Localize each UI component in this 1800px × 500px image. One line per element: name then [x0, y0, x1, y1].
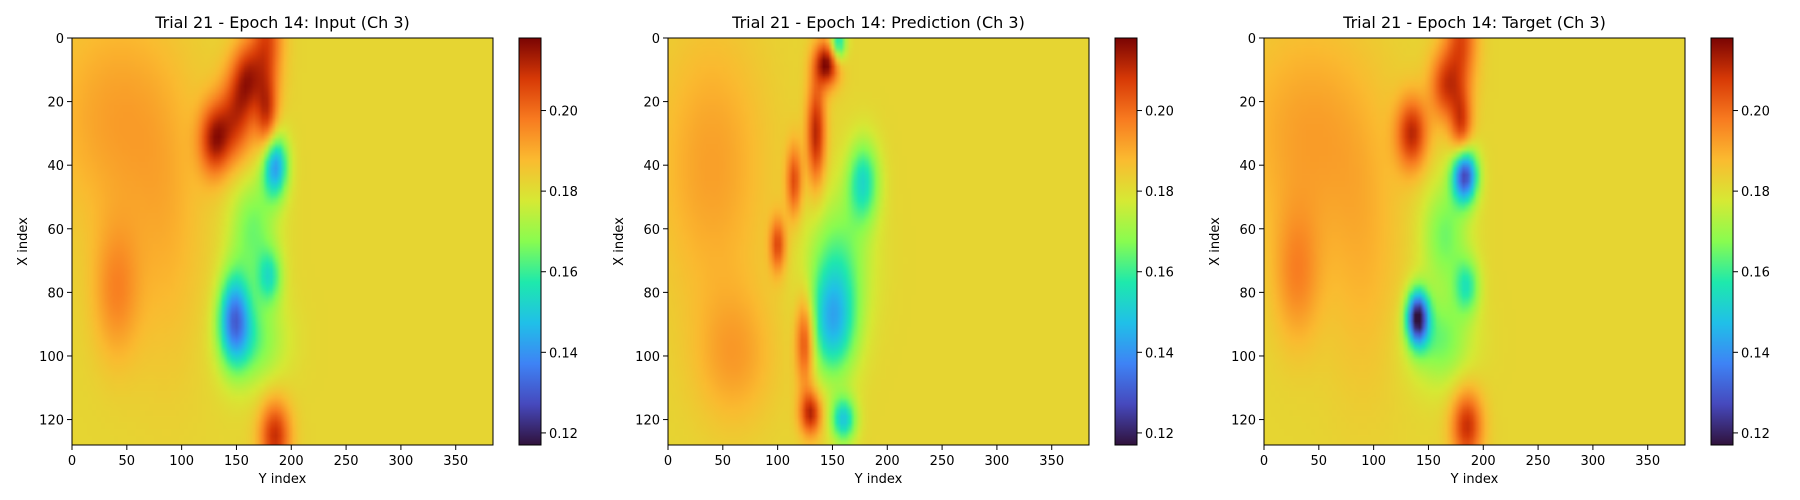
- panel-target: Trial 21 - Epoch 14: Target (Ch 3) 0 50 100…: [1208, 13, 1770, 487]
- x-tick-label: 300: [984, 454, 1009, 469]
- heatmap-image: [668, 38, 1089, 445]
- x-tick-label: 200: [1471, 454, 1496, 469]
- x-tick-label: 250: [930, 454, 955, 469]
- x-tick-label: 200: [279, 454, 304, 469]
- colorbar: [1114, 37, 1138, 446]
- x-tick-label: 50: [715, 454, 732, 469]
- y-tick-label: 20: [1239, 96, 1256, 111]
- y-tick-label: 0: [56, 32, 64, 47]
- y-tick-label: 0: [1248, 32, 1256, 47]
- panel-input: Trial 21 - Epoch 14: Input (Ch 3) 0 50 100 1…: [16, 13, 578, 487]
- x-tick-label: 150: [820, 454, 845, 469]
- x-tick-label: 100: [1361, 454, 1386, 469]
- colorbar-tick-label: 0.20: [1741, 105, 1770, 120]
- y-tick-label: 60: [47, 223, 64, 238]
- y-axis-label: X index: [612, 217, 627, 266]
- y-tick-label: 40: [1239, 159, 1256, 174]
- colorbar: [1710, 37, 1734, 446]
- x-tick-label: 250: [1526, 454, 1551, 469]
- colorbar-tick-label: 0.14: [1145, 346, 1174, 361]
- x-tick-label: 150: [1416, 454, 1441, 469]
- y-tick-label: 120: [39, 414, 64, 429]
- y-axis-label: X index: [16, 217, 31, 266]
- x-tick-label: 50: [1311, 454, 1328, 469]
- y-tick-label: 80: [1239, 286, 1256, 301]
- chart-title: Trial 21 - Epoch 14: Input (Ch 3): [154, 13, 410, 32]
- x-tick-label: 300: [388, 454, 413, 469]
- y-tick-label: 100: [39, 350, 64, 365]
- axes-frame: [71, 37, 494, 446]
- y-tick-label: 20: [643, 96, 660, 111]
- y-tick-label: 120: [1231, 414, 1256, 429]
- colorbar-tick-label: 0.12: [1741, 427, 1770, 442]
- heatmap-image: [72, 38, 493, 445]
- y-tick-label: 40: [47, 159, 64, 174]
- chart-title: Trial 21 - Epoch 14: Target (Ch 3): [1342, 13, 1606, 32]
- x-tick-label: 350: [1635, 454, 1660, 469]
- colorbar-tick-label: 0.20: [549, 105, 578, 120]
- y-axis-label: X index: [1208, 217, 1223, 266]
- colorbar-tick-label: 0.14: [1741, 346, 1770, 361]
- chart-title: Trial 21 - Epoch 14: Prediction (Ch 3): [731, 13, 1025, 32]
- colorbar-tick-label: 0.16: [1145, 266, 1174, 281]
- colorbar-tick-label: 0.12: [549, 427, 578, 442]
- y-tick-label: 100: [1231, 350, 1256, 365]
- x-tick-label: 150: [224, 454, 249, 469]
- x-tick-label: 350: [1039, 454, 1064, 469]
- colorbar-tick-label: 0.18: [549, 185, 578, 200]
- x-tick-label: 0: [1260, 454, 1268, 469]
- y-tick-label: 40: [643, 159, 660, 174]
- colorbar-tick-label: 0.20: [1145, 105, 1174, 120]
- colorbar-tick-label: 0.16: [1741, 266, 1770, 281]
- x-tick-label: 100: [765, 454, 790, 469]
- x-tick-label: 350: [443, 454, 468, 469]
- x-tick-label: 300: [1580, 454, 1605, 469]
- colorbar-tick-label: 0.18: [1741, 185, 1770, 200]
- panel-prediction: Trial 21 - Epoch 14: Prediction (Ch 3) 0 5…: [612, 13, 1174, 487]
- colorbar: [518, 37, 542, 446]
- x-tick-label: 200: [875, 454, 900, 469]
- colorbar-tick-label: 0.18: [1145, 185, 1174, 200]
- y-tick-label: 80: [643, 286, 660, 301]
- x-tick-label: 250: [334, 454, 359, 469]
- x-tick-label: 0: [68, 454, 76, 469]
- y-tick-label: 100: [635, 350, 660, 365]
- x-axis-label: Y index: [1450, 472, 1499, 487]
- x-tick-label: 0: [664, 454, 672, 469]
- heatmap-image: [1264, 38, 1685, 445]
- y-tick-label: 60: [643, 223, 660, 238]
- colorbar-tick-label: 0.14: [549, 346, 578, 361]
- x-tick-label: 50: [119, 454, 136, 469]
- y-tick-label: 60: [1239, 223, 1256, 238]
- y-tick-label: 20: [47, 96, 64, 111]
- x-tick-label: 100: [169, 454, 194, 469]
- y-tick-label: 0: [652, 32, 660, 47]
- axes-frame: [1263, 37, 1686, 446]
- colorbar-tick-label: 0.16: [549, 266, 578, 281]
- x-axis-label: Y index: [854, 472, 903, 487]
- y-tick-label: 80: [47, 286, 64, 301]
- y-tick-label: 120: [635, 414, 660, 429]
- axes-frame: [667, 37, 1090, 446]
- x-axis-label: Y index: [258, 472, 307, 487]
- colorbar-tick-label: 0.12: [1145, 427, 1174, 442]
